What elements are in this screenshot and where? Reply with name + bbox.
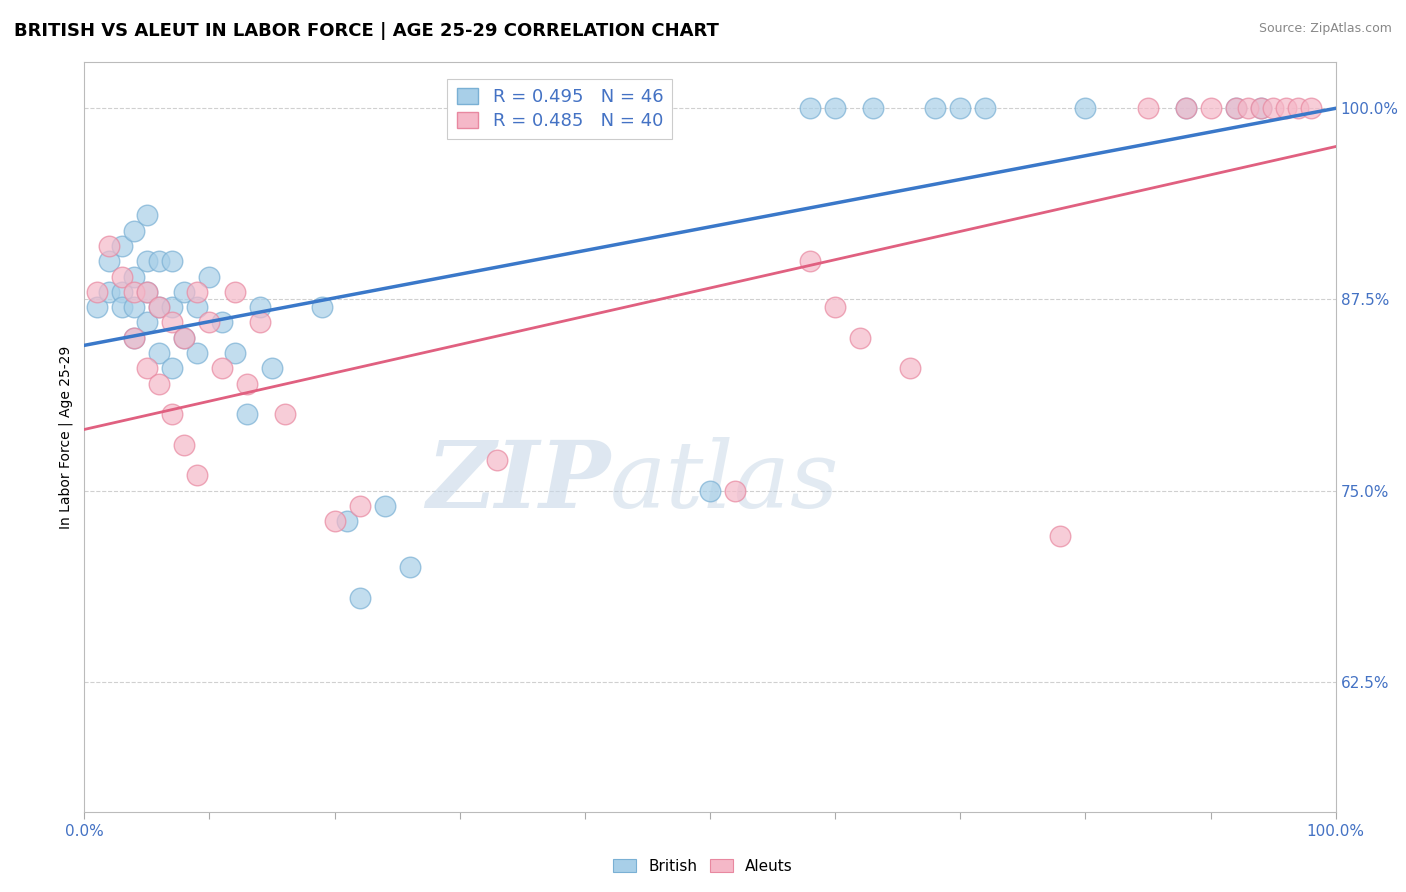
Point	[249, 315, 271, 329]
Point	[1237, 101, 1260, 115]
Point	[236, 407, 259, 421]
Point	[160, 254, 183, 268]
Point	[849, 331, 872, 345]
Point	[136, 285, 159, 299]
Point	[111, 285, 134, 299]
Point	[374, 499, 396, 513]
Point	[124, 285, 146, 299]
Point	[124, 269, 146, 284]
Point	[824, 300, 846, 314]
Legend: R = 0.495   N = 46, R = 0.485   N = 40: R = 0.495 N = 46, R = 0.485 N = 40	[447, 79, 672, 139]
Point	[160, 361, 183, 376]
Point	[1299, 101, 1322, 115]
Point	[136, 285, 159, 299]
Point	[398, 560, 420, 574]
Point	[160, 315, 183, 329]
Point	[148, 346, 170, 360]
Point	[148, 300, 170, 314]
Point	[1274, 101, 1296, 115]
Y-axis label: In Labor Force | Age 25-29: In Labor Force | Age 25-29	[59, 345, 73, 529]
Text: ZIP: ZIP	[426, 437, 610, 527]
Point	[198, 315, 221, 329]
Point	[136, 361, 159, 376]
Point	[349, 591, 371, 605]
Point	[1250, 101, 1272, 115]
Point	[173, 438, 195, 452]
Point	[349, 499, 371, 513]
Point	[148, 254, 170, 268]
Point	[311, 300, 333, 314]
Text: atlas: atlas	[610, 437, 839, 527]
Point	[724, 483, 747, 498]
Legend: British, Aleuts: British, Aleuts	[607, 853, 799, 880]
Point	[974, 101, 997, 115]
Point	[124, 331, 146, 345]
Point	[1074, 101, 1097, 115]
Point	[136, 254, 159, 268]
Point	[186, 468, 208, 483]
Point	[186, 285, 208, 299]
Point	[186, 300, 208, 314]
Point	[173, 331, 195, 345]
Point	[111, 269, 134, 284]
Point	[1136, 101, 1159, 115]
Point	[262, 361, 284, 376]
Point	[336, 514, 359, 528]
Point	[1250, 101, 1272, 115]
Point	[1225, 101, 1247, 115]
Point	[236, 376, 259, 391]
Point	[824, 101, 846, 115]
Point	[98, 254, 121, 268]
Point	[211, 361, 233, 376]
Point	[173, 285, 195, 299]
Point	[1263, 101, 1285, 115]
Point	[111, 239, 134, 253]
Point	[86, 300, 108, 314]
Point	[186, 346, 208, 360]
Point	[486, 453, 509, 467]
Point	[160, 407, 183, 421]
Text: BRITISH VS ALEUT IN LABOR FORCE | AGE 25-29 CORRELATION CHART: BRITISH VS ALEUT IN LABOR FORCE | AGE 25…	[14, 22, 718, 40]
Point	[1174, 101, 1197, 115]
Point	[273, 407, 295, 421]
Point	[1049, 529, 1071, 543]
Point	[1199, 101, 1222, 115]
Point	[949, 101, 972, 115]
Point	[124, 331, 146, 345]
Point	[124, 300, 146, 314]
Point	[924, 101, 946, 115]
Point	[799, 101, 821, 115]
Point	[224, 346, 246, 360]
Point	[799, 254, 821, 268]
Point	[173, 331, 195, 345]
Point	[211, 315, 233, 329]
Point	[1174, 101, 1197, 115]
Point	[898, 361, 921, 376]
Point	[699, 483, 721, 498]
Point	[160, 300, 183, 314]
Point	[1225, 101, 1247, 115]
Point	[148, 300, 170, 314]
Point	[86, 285, 108, 299]
Text: Source: ZipAtlas.com: Source: ZipAtlas.com	[1258, 22, 1392, 36]
Point	[198, 269, 221, 284]
Point	[124, 224, 146, 238]
Point	[1286, 101, 1309, 115]
Point	[148, 376, 170, 391]
Point	[98, 285, 121, 299]
Point	[136, 208, 159, 222]
Point	[111, 300, 134, 314]
Point	[98, 239, 121, 253]
Point	[323, 514, 346, 528]
Point	[249, 300, 271, 314]
Point	[224, 285, 246, 299]
Point	[862, 101, 884, 115]
Point	[136, 315, 159, 329]
